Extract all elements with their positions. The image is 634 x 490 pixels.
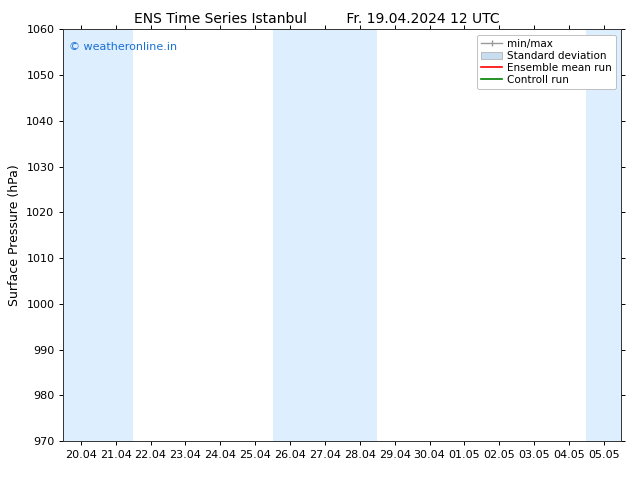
Legend: min/max, Standard deviation, Ensemble mean run, Controll run: min/max, Standard deviation, Ensemble me… <box>477 35 616 89</box>
Bar <box>63 29 98 441</box>
Text: © weatheronline.in: © weatheronline.in <box>69 42 177 52</box>
Text: ENS Time Series Istanbul         Fr. 19.04.2024 12 UTC: ENS Time Series Istanbul Fr. 19.04.2024 … <box>134 12 500 26</box>
Bar <box>342 29 377 441</box>
Bar <box>586 29 621 441</box>
Bar <box>307 29 342 441</box>
Bar <box>98 29 133 441</box>
Y-axis label: Surface Pressure (hPa): Surface Pressure (hPa) <box>8 164 21 306</box>
Bar <box>273 29 307 441</box>
